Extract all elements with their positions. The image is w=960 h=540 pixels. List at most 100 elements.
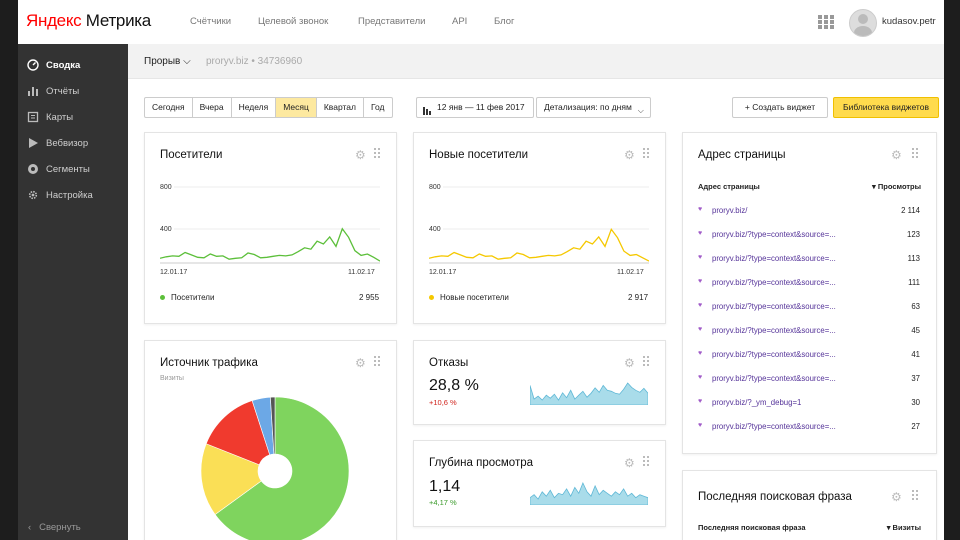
widget-library-button[interactable]: Библиотека виджетов	[833, 97, 939, 118]
table-row[interactable]: ♥ proryv.biz/?type=context&source=... 45	[698, 326, 920, 350]
username[interactable]: kudasov.petr	[882, 16, 936, 27]
page-views: 27	[911, 422, 920, 431]
gear-icon[interactable]: ⚙	[624, 456, 635, 470]
legend-item[interactable]: Новые посетители	[429, 293, 509, 302]
sparkline-area	[530, 481, 648, 505]
counter-name: Прорыв	[144, 56, 181, 67]
heart-icon[interactable]: ♥	[698, 230, 703, 237]
table-row[interactable]: ♥ proryv.biz/?type=context&source=... 123	[698, 230, 920, 254]
page-url[interactable]: proryv.biz/?type=context&source=...	[712, 254, 836, 263]
table-row[interactable]: ♥ proryv.biz/?type=context&source=... 113	[698, 254, 920, 278]
page-url[interactable]: proryv.biz/?_ym_debug=1	[712, 398, 802, 407]
page-views: 41	[911, 350, 920, 359]
table-row[interactable]: ♥ proryv.biz/?_ym_debug=1 30	[698, 398, 920, 422]
sidebar-item-segments[interactable]: Сегменты	[18, 156, 128, 182]
traffic-donut-chart	[200, 396, 350, 540]
period-today[interactable]: Сегодня	[145, 98, 193, 117]
heart-icon[interactable]: ♥	[698, 206, 703, 213]
widget-page-address: Адрес страницы ⚙ Адрес страницы ▾ Просмо…	[682, 132, 937, 454]
apps-grid-icon[interactable]	[818, 15, 835, 29]
period-year[interactable]: Год	[370, 102, 385, 112]
table-row[interactable]: ♥ proryv.biz/?type=context&source=... 41	[698, 350, 920, 374]
counter-select[interactable]: Прорыв ⌵	[144, 56, 191, 67]
heart-icon[interactable]: ♥	[698, 374, 703, 381]
heart-icon[interactable]: ♥	[698, 398, 703, 405]
drag-handle-icon[interactable]	[643, 356, 649, 367]
date-range-picker[interactable]: 12 янв — 11 фев 2017	[416, 97, 534, 118]
column-header-visits[interactable]: ▾ Визиты	[886, 523, 921, 532]
donut-slice[interactable]	[270, 396, 276, 455]
drag-handle-icon[interactable]	[374, 356, 380, 367]
gear-icon[interactable]: ⚙	[891, 490, 902, 504]
x-tick-label: 12.01.17	[160, 269, 188, 276]
heart-icon[interactable]: ♥	[698, 350, 703, 357]
period-month[interactable]: Месяц	[276, 98, 317, 117]
gear-icon[interactable]: ⚙	[891, 148, 902, 162]
table-row[interactable]: ♥ proryv.biz/?type=context&source=... 27	[698, 422, 920, 446]
period-week[interactable]: Неделя	[232, 98, 277, 117]
bounce-sparkline	[530, 382, 648, 405]
page-views: 30	[911, 398, 920, 407]
gear-icon[interactable]: ⚙	[624, 356, 635, 370]
avatar[interactable]	[849, 9, 877, 37]
donut-slice[interactable]	[205, 400, 271, 466]
heart-icon[interactable]: ♥	[698, 278, 703, 285]
gear-icon[interactable]: ⚙	[624, 148, 635, 162]
page-url[interactable]: proryv.biz/	[712, 206, 748, 215]
widget-traffic-source: Источник трафика Визиты ⚙	[144, 340, 397, 540]
drag-handle-icon[interactable]	[643, 456, 649, 467]
period-yesterday[interactable]: Вчера	[193, 98, 232, 117]
page-url[interactable]: proryv.biz/?type=context&source=...	[712, 374, 836, 383]
page-url[interactable]: proryv.biz/?type=context&source=...	[712, 230, 836, 239]
sidebar-item-summary[interactable]: Сводка	[18, 52, 128, 78]
page-url[interactable]: proryv.biz/?type=context&source=...	[712, 302, 836, 311]
table-row[interactable]: ♥ proryv.biz/2 114	[698, 206, 920, 230]
donut-slice[interactable]	[214, 396, 350, 540]
nav-api[interactable]: API	[452, 16, 468, 27]
legend-item[interactable]: Посетители	[160, 293, 214, 302]
sidebar-item-webvisor[interactable]: Вебвизор	[18, 130, 128, 156]
detail-select[interactable]: Детализация: по дням ⌵	[536, 97, 651, 118]
legend-total: 2 917	[628, 293, 649, 302]
column-header-views[interactable]: ▾ Просмотры	[872, 182, 921, 191]
y-tick-label: 400	[429, 226, 441, 233]
gear-icon[interactable]: ⚙	[355, 148, 366, 162]
sidebar-item-settings[interactable]: Настройка	[18, 182, 128, 208]
widget-search-phrase: Последняя поисковая фраза ⚙ Последняя по…	[682, 470, 937, 540]
app-window: Яндекс Метрика Счётчики Целевой звонок П…	[18, 0, 944, 540]
heart-icon[interactable]: ♥	[698, 326, 703, 333]
page-url[interactable]: proryv.biz/?type=context&source=...	[712, 278, 836, 287]
gear-icon[interactable]: ⚙	[355, 356, 366, 370]
period-quarter[interactable]: Квартал	[317, 98, 364, 117]
legend-dot	[429, 295, 434, 301]
drag-handle-icon[interactable]	[643, 148, 649, 159]
widget-new-visitors: Новые посетители ⚙ 800 400 12.01.17 11.0…	[413, 132, 666, 324]
widget-visitors: Посетители ⚙ 800 400 12.01.17 11.02.17 П…	[144, 132, 397, 324]
nav-blog[interactable]: Блог	[494, 16, 515, 27]
drag-handle-icon[interactable]	[374, 148, 380, 159]
create-widget-button[interactable]: + Создать виджет	[732, 97, 828, 118]
bounce-rate-delta: +10,6 %	[429, 398, 457, 407]
table-row[interactable]: ♥ proryv.biz/?type=context&source=... 63	[698, 302, 920, 326]
page-views: 111	[908, 278, 920, 287]
sidebar-item-reports[interactable]: Отчёты	[18, 78, 128, 104]
heart-icon[interactable]: ♥	[698, 254, 703, 261]
heart-icon[interactable]: ♥	[698, 302, 703, 309]
drag-handle-icon[interactable]	[912, 490, 918, 501]
nav-representatives[interactable]: Представители	[358, 16, 426, 27]
collapse-sidebar-button[interactable]: ‹ Свернуть	[28, 522, 81, 533]
nav-call-tracking[interactable]: Целевой звонок	[258, 16, 329, 27]
drag-handle-icon[interactable]	[912, 148, 918, 159]
page-url[interactable]: proryv.biz/?type=context&source=...	[712, 326, 836, 335]
logo[interactable]: Яндекс Метрика	[26, 11, 151, 31]
nav-counters[interactable]: Счётчики	[190, 16, 232, 27]
table-row[interactable]: ♥ proryv.biz/?type=context&source=... 37	[698, 374, 920, 398]
sidebar-item-maps[interactable]: Карты	[18, 104, 128, 130]
heart-icon[interactable]: ♥	[698, 422, 703, 429]
column-header-phrase: Последняя поисковая фраза	[698, 523, 806, 532]
page-url[interactable]: proryv.biz/?type=context&source=...	[712, 422, 836, 431]
donut-slice[interactable]	[200, 443, 262, 515]
table-row[interactable]: ♥ proryv.biz/?type=context&source=... 111	[698, 278, 920, 302]
sidebar: Сводка Отчёты Карты Вебвизор Сегменты На…	[18, 44, 128, 540]
page-url[interactable]: proryv.biz/?type=context&source=...	[712, 350, 836, 359]
